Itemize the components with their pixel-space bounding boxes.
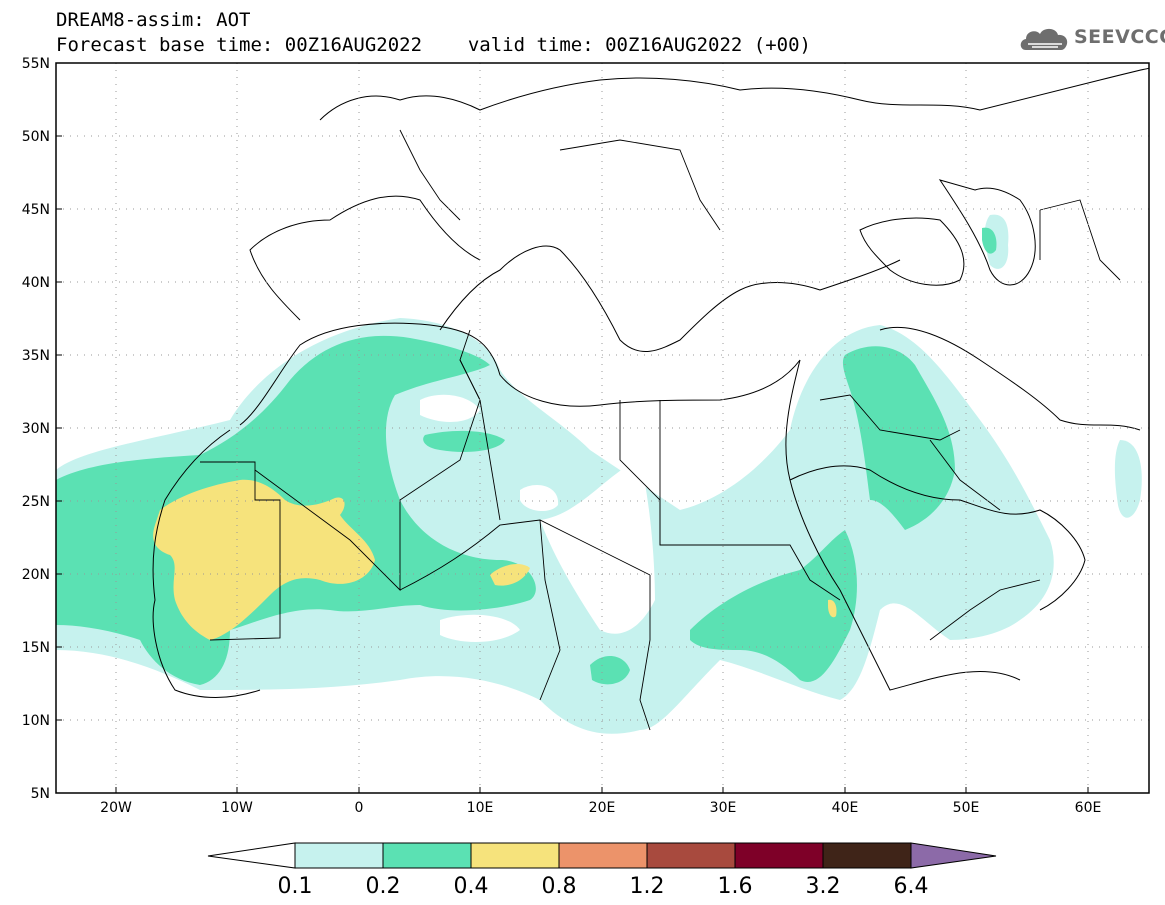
colorbar-swatch [822,842,912,869]
colorbar-swatch [382,842,472,869]
lon-label: 20W [100,800,132,816]
colorbar-swatch [294,842,384,869]
colorbar-label: 0.8 [542,874,577,899]
longitude-labels: 20W 10W 0 10E 20E 30E 40E 50E 60E [100,800,1101,816]
cloud-logo-icon [1020,28,1068,50]
colorbar-labels: 0.1 0.2 0.4 0.8 1.2 1.6 3.2 6.4 [278,874,929,899]
lon-label: 60E [1075,800,1102,816]
lat-label: 5N [31,786,50,802]
lat-label: 25N [22,494,50,510]
lon-label: 30E [710,800,737,816]
colorbar-label: 6.4 [894,874,929,899]
lat-label: 30N [22,421,50,437]
lat-label: 20N [22,567,50,583]
map-subtitle: Forecast base time: 00Z16AUG2022 valid t… [56,35,811,55]
colorbar [207,842,997,869]
coastlines [152,67,1149,698]
colorbar-label: 3.2 [806,874,841,899]
lon-label: 50E [953,800,980,816]
lon-label: 40E [832,800,859,816]
lon-label: 10W [221,800,253,816]
grid-lines [56,63,1149,793]
colorbar-swatch [558,842,648,869]
lat-label: 40N [22,275,50,291]
aot-level-0.4 [153,479,837,640]
map-title: DREAM8-assim: AOT [56,9,251,31]
lat-label: 15N [22,640,50,656]
lat-label: 35N [22,348,50,364]
colorbar-label: 0.1 [278,874,313,899]
colorbar-label: 0.4 [454,874,489,899]
lon-label: 20E [589,800,616,816]
forecast-base-time: Forecast base time: 00Z16AUG2022 [56,34,423,56]
axis-ticks [56,62,1089,794]
colorbar-swatch [646,842,736,869]
valid-time: valid time: 00Z16AUG2022 (+00) [467,34,811,56]
lat-label: 55N [22,56,50,72]
lat-label: 45N [22,202,50,218]
colorbar-low-arrow [207,842,296,869]
colorbar-swatch [734,842,824,869]
lon-label: 0 [355,800,364,816]
colorbar-label: 1.6 [718,874,753,899]
seevccc-logo: SEEVCCC [1018,22,1165,56]
lon-label: 10E [467,800,494,816]
lat-label: 10N [22,713,50,729]
lat-label: 50N [22,129,50,145]
aot-gaps [420,394,655,642]
logo-text: SEEVCCC [1074,26,1165,48]
colorbar-label: 1.2 [630,874,665,899]
latitude-labels: 55N 50N 45N 40N 35N 30N 25N 20N 15N 10N … [22,56,50,802]
aot-fields [56,214,1142,734]
colorbar-high-arrow [910,842,997,869]
colorbar-label: 0.2 [366,874,401,899]
colorbar-swatch [470,842,560,869]
